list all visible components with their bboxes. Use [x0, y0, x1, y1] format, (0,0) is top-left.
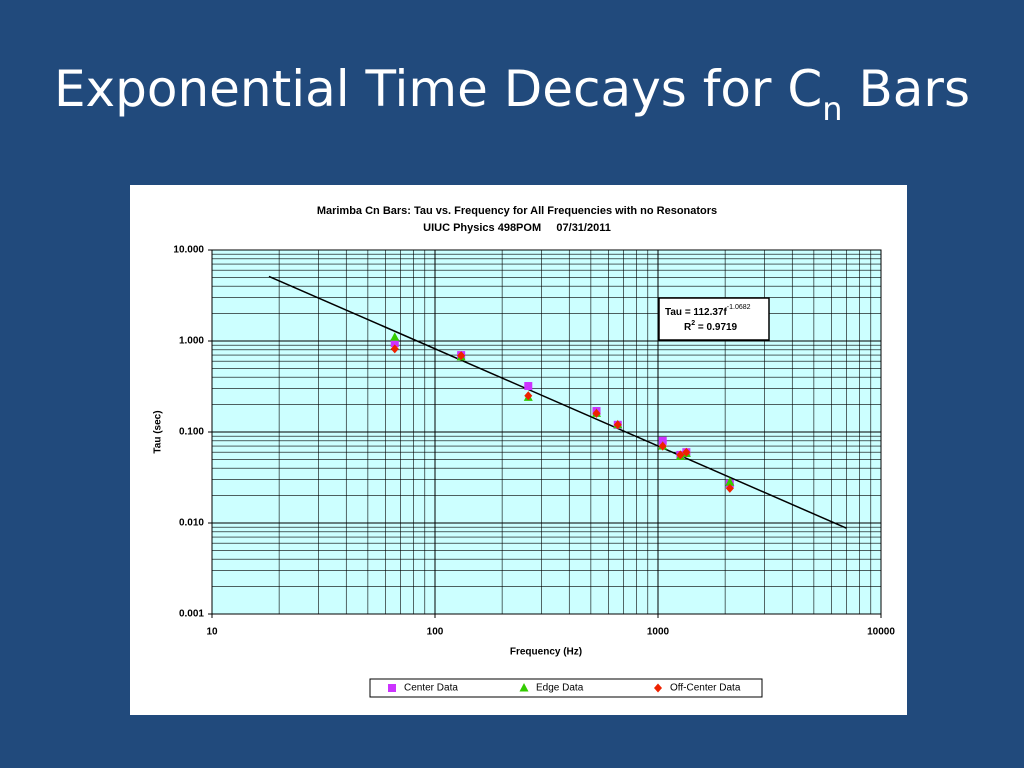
point	[457, 351, 466, 361]
legend-box	[369, 678, 763, 698]
slide-title: Exponential Time Decays for Cn Bars	[0, 60, 1024, 128]
y-tick-label: 0.001	[179, 609, 204, 620]
plot-border	[211, 249, 882, 615]
annotation-text: Tau = 112.37f-1.0682	[665, 304, 751, 318]
point	[524, 391, 533, 401]
legend-label: Center Data	[404, 683, 458, 694]
y-tick-label: 1.000	[179, 336, 204, 347]
x-tick-label: 10	[206, 627, 218, 638]
chart-title: Marimba Cn Bars: Tau vs. Frequency for A…	[317, 205, 717, 217]
point	[658, 441, 667, 451]
title-rest: Bars	[858, 60, 971, 118]
x-tick-label: 100	[427, 627, 444, 638]
title-sub: n	[822, 90, 843, 128]
y-axis-title: Tau (sec)	[153, 410, 164, 453]
annotation-r-sup: 2	[691, 320, 695, 327]
x-tick-label: 1000	[647, 627, 670, 638]
x-tick-label: 10000	[867, 627, 895, 638]
trendline	[268, 275, 847, 529]
point	[613, 420, 622, 430]
x-axis-title: Frequency (Hz)	[510, 647, 582, 658]
legend-label: Edge Data	[536, 683, 584, 694]
annotation-box	[658, 297, 770, 341]
point	[390, 332, 400, 341]
legend-marker	[519, 683, 529, 692]
point	[592, 408, 601, 418]
point	[676, 450, 685, 460]
point	[658, 436, 667, 445]
annotation-exponent: -1.0682	[727, 304, 751, 311]
annotation-r-value: = 0.9719	[695, 322, 737, 333]
point	[725, 477, 735, 486]
title-main: Exponential Time Decays for C	[53, 60, 823, 118]
y-tick-label: 10.000	[173, 245, 204, 256]
annotation-r2: R2 = 0.9719	[684, 320, 738, 333]
legend-label: Off-Center Data	[670, 683, 741, 694]
point	[390, 344, 399, 354]
chart-subtitle: UIUC Physics 498POM 07/31/2011	[423, 222, 611, 234]
point	[682, 447, 691, 457]
point	[725, 483, 734, 493]
annotation-main: Tau = 112.37f	[665, 307, 727, 318]
y-tick-label: 0.010	[179, 518, 204, 529]
annotation-r: R	[684, 322, 692, 333]
legend-marker	[654, 683, 662, 693]
point	[524, 382, 533, 391]
point	[390, 339, 399, 348]
legend-marker	[388, 684, 396, 692]
y-tick-label: 0.100	[179, 427, 204, 438]
